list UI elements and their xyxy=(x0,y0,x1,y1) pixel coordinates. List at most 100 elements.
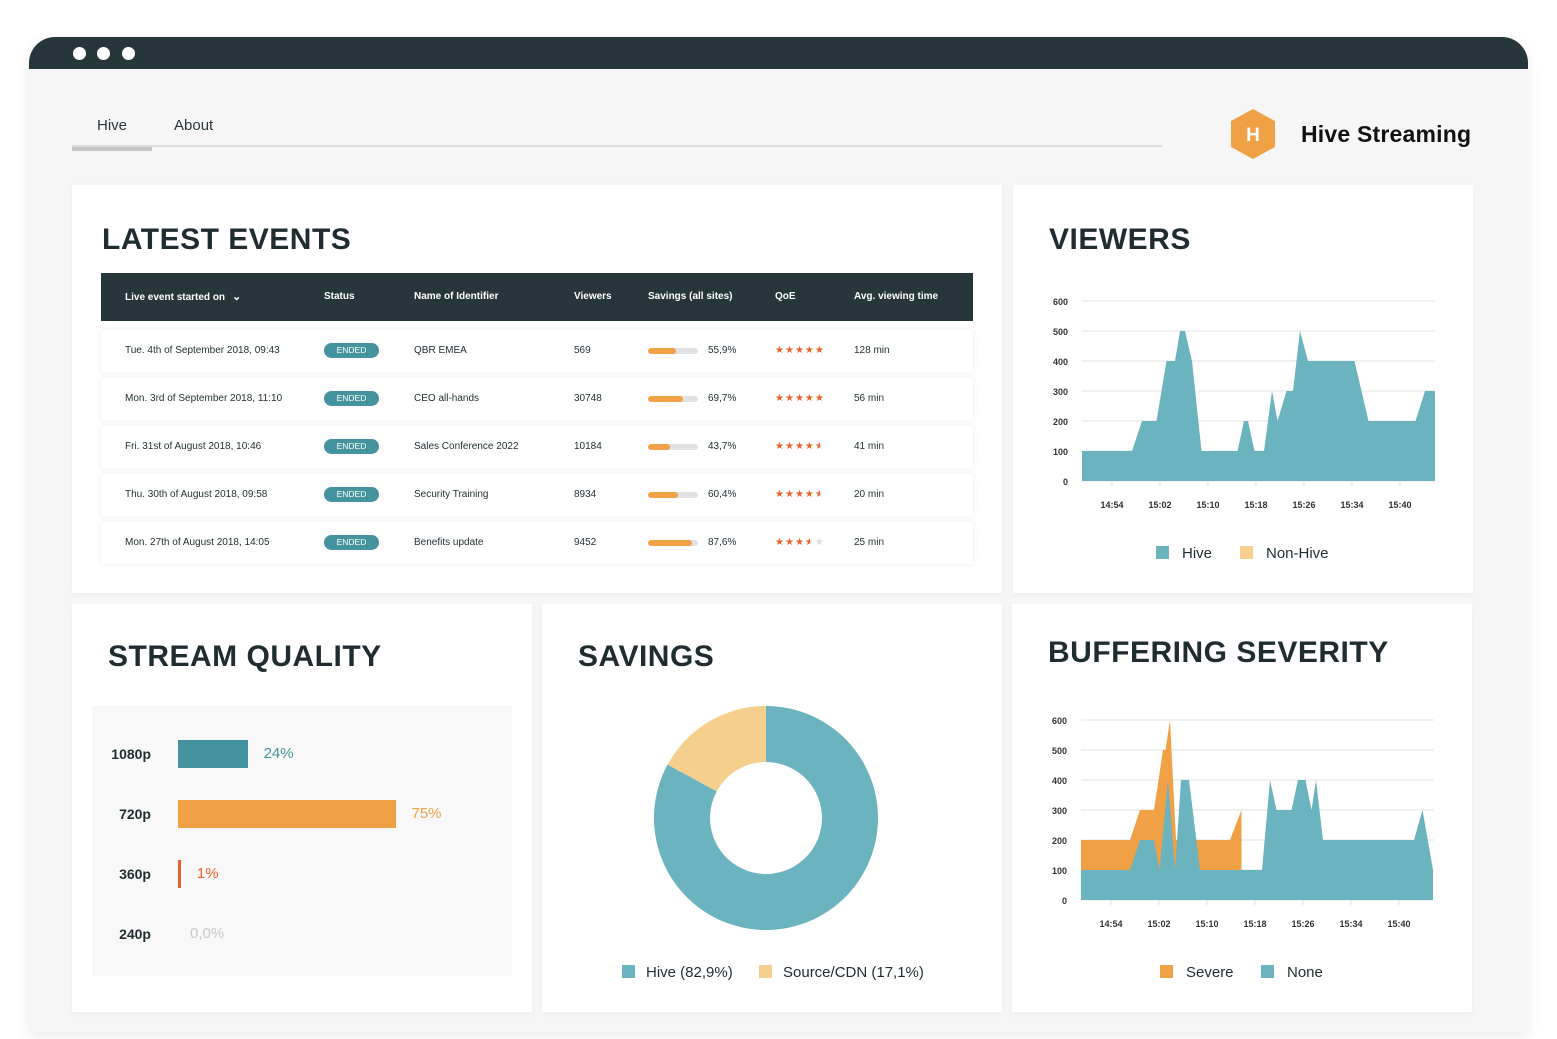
column-header-status[interactable]: Status xyxy=(324,291,355,302)
star-icon: ★ xyxy=(784,393,795,404)
star-icon: ★ xyxy=(784,489,795,500)
tab-about[interactable]: About xyxy=(174,117,214,134)
legend-swatch xyxy=(1160,965,1173,978)
event-avg-time: 20 min xyxy=(854,489,885,500)
quality-label: 360p xyxy=(119,866,151,882)
table-row[interactable]: Tue. 4th of September 2018, 09:43 ENDED … xyxy=(101,330,973,372)
latest-events-card: LATEST EVENTS Live event started on ⌄ Sta… xyxy=(72,185,1002,593)
table-row[interactable]: Thu. 30th of August 2018, 09:58 ENDED Se… xyxy=(101,474,973,516)
window-minimize-dot[interactable] xyxy=(97,47,110,60)
savings-title: SAVINGS xyxy=(578,640,715,673)
table-row[interactable]: Fri. 31st of August 2018, 10:46 ENDED Sa… xyxy=(101,426,973,468)
table-row[interactable]: Mon. 3rd of September 2018, 11:10 ENDED … xyxy=(101,378,973,420)
event-savings: 87,6% xyxy=(708,537,737,548)
tab-hive[interactable]: Hive xyxy=(72,117,153,151)
quality-value: 1% xyxy=(196,865,219,882)
status-badge: ENDED xyxy=(324,343,379,358)
y-tick-label: 500 xyxy=(1053,327,1068,337)
quality-bar-360p xyxy=(178,860,181,888)
event-viewers: 569 xyxy=(574,345,591,356)
star-icon: ★ xyxy=(784,441,795,452)
viewers-title: VIEWERS xyxy=(1049,223,1191,256)
column-header-avg-time[interactable]: Avg. viewing time xyxy=(854,291,939,302)
brand-logo: H Hive Streaming xyxy=(1229,107,1471,161)
column-header-started[interactable]: Live event started on ⌄ xyxy=(125,273,241,322)
donut-slice-source-cdn xyxy=(667,706,766,792)
legend-label: Non-Hive xyxy=(1266,545,1329,562)
quality-label: 240p xyxy=(119,926,151,942)
x-tick-label: 15:40 xyxy=(1387,919,1410,929)
savings-progress-bar xyxy=(648,348,698,354)
y-tick-label: 300 xyxy=(1052,806,1067,816)
y-tick-label: 400 xyxy=(1053,357,1068,367)
star-icon: ★ xyxy=(804,537,815,548)
hexagon-logo-icon: H xyxy=(1231,109,1275,159)
star-icon: ★ xyxy=(814,441,825,452)
savings-progress-bar xyxy=(648,396,698,402)
savings-donut-chart: Hive (82,9%) Source/CDN (17,1%) xyxy=(622,706,924,981)
table-row[interactable]: Mon. 27th of August 2018, 14:05 ENDED Be… xyxy=(101,522,973,564)
column-header-name[interactable]: Name of Identifier xyxy=(414,291,499,302)
column-header-qoe[interactable]: QoE xyxy=(775,291,796,302)
event-name[interactable]: CEO all-hands xyxy=(414,393,480,404)
legend-label: Hive xyxy=(1182,545,1212,562)
legend-swatch xyxy=(759,965,772,978)
buffering-severity-card: BUFFERING SEVERITY 0 100 200 300 400 500 600 14… xyxy=(1012,604,1472,1012)
star-icon: ★ xyxy=(814,537,825,548)
event-start: Mon. 27th of August 2018, 14:05 xyxy=(125,537,270,548)
event-name[interactable]: Sales Conference 2022 xyxy=(414,441,519,452)
stream-quality-chart: 1080p 24% 720p 75% 360p 1% 240p 0,0% xyxy=(92,706,512,976)
event-avg-time: 128 min xyxy=(854,345,890,356)
event-viewers: 10184 xyxy=(574,441,602,452)
area-series-hive xyxy=(1082,331,1435,481)
y-tick-label: 0 xyxy=(1062,896,1067,906)
star-icon: ★ xyxy=(775,537,785,548)
event-name[interactable]: QBR EMEA xyxy=(414,345,467,356)
status-badge: ENDED xyxy=(324,439,379,454)
top-nav: Hive About xyxy=(72,107,1162,151)
y-tick-label: 200 xyxy=(1052,836,1067,846)
y-tick-label: 100 xyxy=(1053,447,1068,457)
savings-card: SAVINGS Hive (82,9%) Source/CDN (17,1%) xyxy=(542,604,1002,1012)
x-tick-label: 15:26 xyxy=(1292,500,1315,510)
star-icon: ★ xyxy=(775,345,785,356)
event-name[interactable]: Benefits update xyxy=(414,537,484,548)
legend-swatch xyxy=(1156,546,1169,559)
chevron-down-icon: ⌄ xyxy=(232,291,242,303)
event-savings: 60,4% xyxy=(708,489,737,500)
event-start: Mon. 3rd of September 2018, 11:10 xyxy=(125,393,283,404)
star-icon: ★ xyxy=(775,393,785,404)
star-icon: ★ xyxy=(804,393,815,404)
y-tick-label: 100 xyxy=(1052,866,1067,876)
qoe-rating: ★★★★★ xyxy=(775,378,825,420)
column-header-savings[interactable]: Savings (all sites) xyxy=(648,291,733,302)
x-tick-label: 15:34 xyxy=(1340,500,1363,510)
x-tick-label: 14:54 xyxy=(1100,500,1123,510)
x-tick-label: 14:54 xyxy=(1099,919,1122,929)
qoe-rating: ★★★★★ xyxy=(775,330,825,372)
event-viewers: 30748 xyxy=(574,393,602,404)
area-series-severe xyxy=(1081,720,1242,900)
quality-value: 24% xyxy=(263,745,294,762)
event-avg-time: 25 min xyxy=(854,537,885,548)
quality-label: 720p xyxy=(119,806,151,822)
star-icon: ★ xyxy=(775,489,785,500)
window-close-dot[interactable] xyxy=(73,47,86,60)
star-icon: ★ xyxy=(814,489,825,500)
qoe-rating: ★★★★★ xyxy=(775,474,825,516)
window-maximize-dot[interactable] xyxy=(122,47,135,60)
event-savings: 43,7% xyxy=(708,441,737,452)
quality-value: 0,0% xyxy=(190,925,225,942)
y-tick-label: 200 xyxy=(1053,417,1068,427)
event-start: Tue. 4th of September 2018, 09:43 xyxy=(125,345,280,356)
x-tick-label: 15:02 xyxy=(1147,919,1170,929)
legend-label: Hive (82,9%) xyxy=(646,964,733,981)
logo-letter: H xyxy=(1246,125,1260,146)
qoe-rating: ★★★★★ xyxy=(775,426,825,468)
event-name[interactable]: Security Training xyxy=(414,489,489,500)
quality-bar-1080p xyxy=(178,740,248,768)
column-header-viewers[interactable]: Viewers xyxy=(574,291,612,302)
star-icon: ★ xyxy=(804,489,815,500)
viewers-chart: 0 100 200 300 400 500 600 14:54 15:02 15:10 15:18 1… xyxy=(1053,297,1435,562)
x-tick-label: 15:26 xyxy=(1291,919,1314,929)
